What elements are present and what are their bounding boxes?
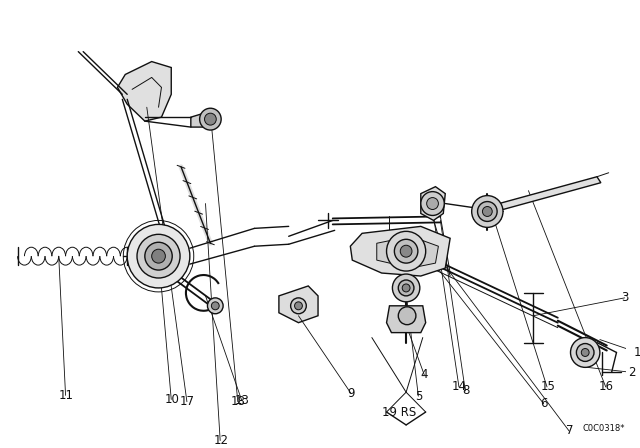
Polygon shape [279,286,318,323]
Circle shape [398,307,416,325]
Circle shape [207,298,223,314]
Circle shape [577,344,594,362]
Text: C0C0318*: C0C0318* [582,424,625,433]
Circle shape [420,192,444,215]
Text: 1: 1 [634,346,640,359]
Text: 4: 4 [420,368,428,381]
Polygon shape [117,61,172,121]
Circle shape [145,242,172,270]
Circle shape [400,245,412,257]
Circle shape [211,302,220,310]
Circle shape [394,239,418,263]
Text: 9: 9 [348,387,355,400]
Text: 7: 7 [566,424,573,437]
Circle shape [581,349,589,357]
Circle shape [570,338,600,367]
Circle shape [137,234,180,278]
Circle shape [127,224,190,288]
Text: 14: 14 [452,380,467,393]
Text: 17: 17 [180,395,195,408]
Polygon shape [191,111,217,127]
Text: 5: 5 [415,390,422,403]
Text: 16: 16 [599,380,614,393]
Text: 8: 8 [462,384,469,397]
Text: 19 RS: 19 RS [381,405,416,418]
Circle shape [200,108,221,130]
Text: 6: 6 [540,397,548,410]
Circle shape [398,280,414,296]
Circle shape [205,113,216,125]
Circle shape [402,284,410,292]
Circle shape [477,202,497,221]
Polygon shape [350,226,450,276]
Circle shape [152,249,165,263]
Circle shape [483,207,492,216]
Polygon shape [387,306,426,332]
Circle shape [392,274,420,302]
Circle shape [387,231,426,271]
Text: 2: 2 [628,366,636,379]
Circle shape [427,198,438,210]
Text: 18: 18 [231,395,246,408]
Polygon shape [377,236,438,268]
Circle shape [294,302,302,310]
Text: 10: 10 [164,393,179,406]
Text: 11: 11 [59,389,74,402]
Circle shape [291,298,307,314]
Text: 3: 3 [621,291,628,304]
Text: 13: 13 [235,394,250,407]
Circle shape [472,196,503,228]
Text: 12: 12 [213,434,228,447]
Text: 15: 15 [540,380,555,393]
Polygon shape [499,177,601,210]
Polygon shape [420,187,445,220]
